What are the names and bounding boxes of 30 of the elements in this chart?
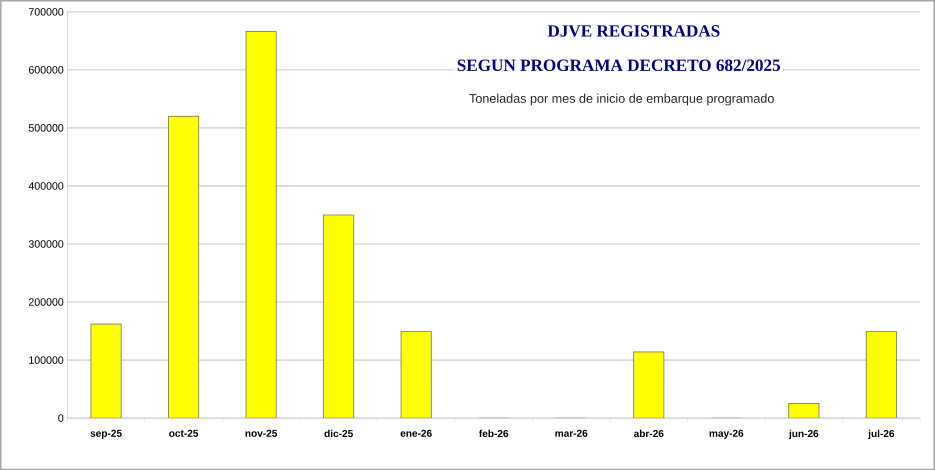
bar bbox=[168, 116, 200, 418]
text: SEGUN PROGRAMA DECRETO 682/2025 bbox=[458, 59, 780, 71]
y-tick-label: 400000 bbox=[28, 182, 64, 190]
x-tick-label: jun-26 bbox=[788, 430, 818, 439]
y-tick-label: 500000 bbox=[28, 124, 64, 132]
bar bbox=[866, 331, 897, 418]
bar bbox=[788, 403, 820, 418]
annotation: Toneladas por mes de inicio de embarque programado bbox=[469, 94, 774, 106]
x-tick-label: abr-26 bbox=[634, 430, 664, 437]
y-tick-label: 300000 bbox=[28, 240, 64, 248]
x-tick-label: feb-26 bbox=[479, 430, 508, 437]
bar bbox=[633, 351, 664, 418]
bar bbox=[323, 214, 354, 418]
x-tick-label: may-26 bbox=[710, 430, 744, 439]
x-tick-label: mar-26 bbox=[555, 430, 588, 437]
y-tick-label: 100000 bbox=[29, 356, 64, 364]
x-tick-label: sep-25 bbox=[90, 430, 122, 439]
text: DJVE REGISTRADAS bbox=[548, 25, 720, 37]
y-tick-label: 200000 bbox=[28, 298, 64, 306]
x-tick-label: nov-25 bbox=[246, 430, 278, 437]
x-tick-label: oct-25 bbox=[169, 430, 198, 437]
bar bbox=[246, 31, 277, 418]
bar bbox=[90, 324, 122, 418]
x-tick-label: dic-25 bbox=[324, 430, 353, 437]
y-tick-label: 700000 bbox=[28, 8, 64, 16]
y-tick-label: 600000 bbox=[28, 66, 64, 74]
x-tick-label: jul-26 bbox=[868, 430, 894, 439]
x-tick-label: ene-26 bbox=[400, 430, 432, 437]
bar bbox=[400, 331, 432, 418]
y-tick-label: 0 bbox=[58, 414, 64, 422]
